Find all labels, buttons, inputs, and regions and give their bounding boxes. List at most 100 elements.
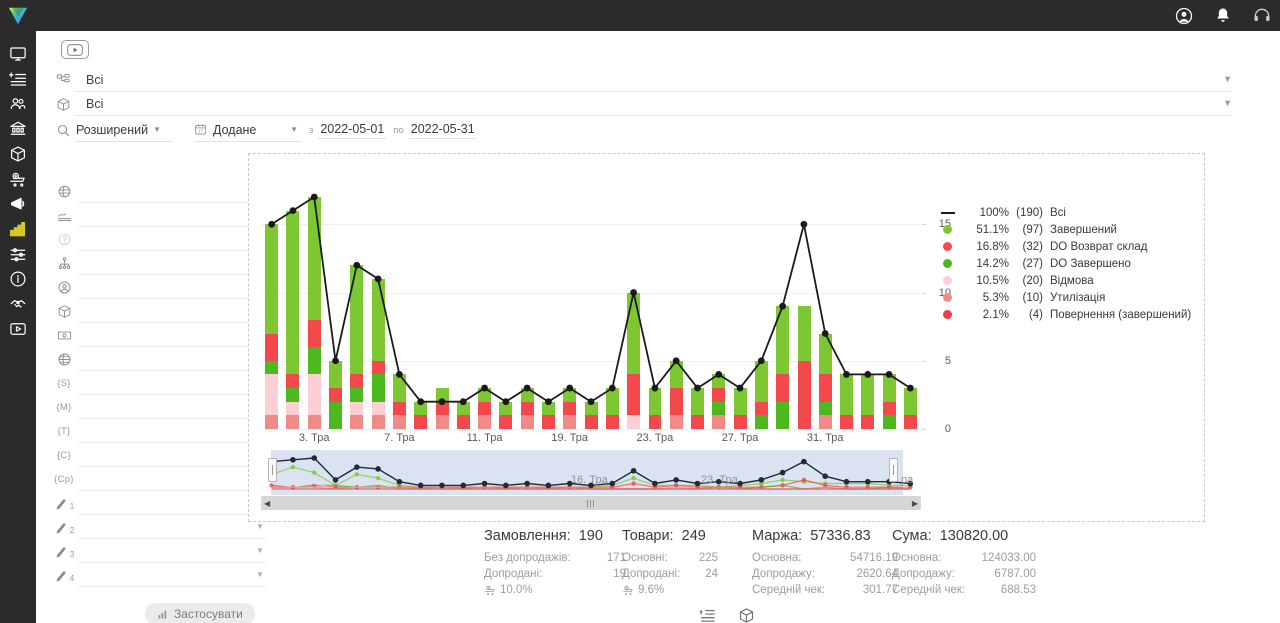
chart-bar[interactable] (520, 388, 534, 429)
chart-bar-slot[interactable] (857, 197, 878, 429)
chart-bar[interactable] (861, 374, 875, 429)
chart-bar-slot[interactable] (304, 197, 325, 429)
sidebar-item-dashboard[interactable] (0, 41, 36, 66)
chart-bar[interactable] (733, 388, 747, 429)
chart-bar-slot[interactable] (623, 197, 644, 429)
chart-bar[interactable] (542, 401, 555, 429)
filter-input[interactable] (78, 180, 266, 203)
filter-input[interactable] (78, 540, 266, 563)
chart-bar[interactable] (414, 401, 428, 429)
chart-bar-slot[interactable] (559, 197, 580, 429)
legend-do-return-warehouse[interactable]: 16.8% (32) DO Возврат склад (941, 238, 1199, 255)
filter-utm-campaign[interactable]: {Cp}▼ (50, 467, 266, 491)
chart-bar[interactable] (669, 360, 683, 429)
chart-bar-slot[interactable] (879, 197, 900, 429)
chart-bar[interactable] (307, 197, 321, 429)
chart-bar-slot[interactable] (538, 197, 559, 429)
filter-input[interactable] (78, 300, 266, 323)
sidebar-item-clients[interactable] (0, 91, 36, 116)
chart-bar[interactable] (904, 388, 918, 429)
chart-bar-slot[interactable] (815, 197, 836, 429)
legend-total[interactable]: 100% (190) Всі (941, 204, 1199, 221)
date-from-input[interactable]: 2022-05-01 (318, 122, 387, 139)
filter-custom-2[interactable]: 2 ▼ (50, 515, 266, 539)
filter-input[interactable] (78, 276, 266, 299)
sidebar-item-sales[interactable] (0, 166, 36, 191)
chevron-down-icon[interactable]: ▼ (1223, 74, 1232, 84)
chevron-down-icon[interactable]: ▼ (1223, 98, 1232, 108)
chart-bar-slot[interactable] (261, 197, 282, 429)
chart-bar-slot[interactable] (666, 197, 687, 429)
chart-bar[interactable] (605, 388, 619, 429)
filter-country[interactable]: ▼ (50, 179, 266, 203)
filter-input[interactable] (78, 204, 266, 227)
chart-bar[interactable] (435, 388, 449, 429)
legend-completed[interactable]: 51.1% (97) Завершений (941, 221, 1199, 238)
chart-bar-slot[interactable] (730, 197, 751, 429)
export-box-button[interactable] (738, 607, 755, 623)
filter-package[interactable]: ▼ (50, 299, 266, 323)
chart-bar[interactable] (329, 360, 343, 429)
chart-bar-slot[interactable] (517, 197, 538, 429)
brand-logo[interactable] (0, 0, 36, 31)
chevron-down-icon[interactable]: ▼ (256, 570, 264, 579)
filter-input[interactable] (78, 492, 266, 515)
scroll-right-arrow-icon[interactable]: ▶ (911, 498, 918, 508)
user-account-icon[interactable] (1174, 6, 1194, 26)
chart-bar[interactable] (712, 374, 726, 429)
product-select[interactable]: Всі ▼ (50, 92, 1232, 116)
sidebar-item-info[interactable] (0, 266, 36, 291)
filter-input[interactable] (78, 252, 266, 275)
chart-bar-slot[interactable] (900, 197, 921, 429)
chart-bar-slot[interactable] (602, 197, 623, 429)
filter-utm-content[interactable]: {C}▼ (50, 443, 266, 467)
filter-input[interactable] (78, 228, 266, 251)
sidebar-item-video[interactable] (0, 316, 36, 341)
chart-bar[interactable] (754, 360, 768, 429)
chart-bar-slot[interactable] (495, 197, 516, 429)
chart-bar[interactable] (882, 374, 896, 429)
filter-input[interactable] (78, 468, 266, 491)
chart-bar-slot[interactable] (410, 197, 431, 429)
filter-payment[interactable]: ▼ (50, 323, 266, 347)
filter-source[interactable]: ▼ (50, 347, 266, 371)
chart-bar[interactable] (563, 388, 577, 429)
notifications-bell-icon[interactable] (1213, 6, 1233, 26)
chart-bar[interactable] (392, 374, 406, 429)
filter-utm-term[interactable]: {T}▼ (50, 419, 266, 443)
chart-bar-slot[interactable] (644, 197, 665, 429)
legend-return-completed[interactable]: 2.1% (4) Повернення (завершений) (941, 306, 1199, 323)
chart-bar[interactable] (776, 306, 790, 429)
chart-bar-slot[interactable] (772, 197, 793, 429)
sidebar-item-products[interactable] (0, 141, 36, 166)
chart-bar-slot[interactable] (431, 197, 452, 429)
filter-custom-1[interactable]: 1▼ (50, 491, 266, 515)
chart-bar[interactable] (265, 224, 279, 429)
filter-input[interactable] (78, 516, 266, 539)
filter-signature[interactable]: ▼ (50, 203, 266, 227)
chart-bar[interactable] (584, 401, 598, 429)
sidebar-item-orders[interactable] (0, 66, 36, 91)
chart-bar[interactable] (648, 388, 662, 429)
filter-manager[interactable]: ▼ (50, 275, 266, 299)
chart-bar[interactable] (627, 292, 641, 429)
filter-help[interactable]: ▼ (50, 227, 266, 251)
search-mode-dropdown[interactable]: Розширений ▼ (76, 119, 172, 142)
chart-bar[interactable] (478, 388, 492, 429)
chart-bar-slot[interactable] (836, 197, 857, 429)
filter-utm-source[interactable]: {S}▼ (50, 371, 266, 395)
chart-bar-slot[interactable] (474, 197, 495, 429)
search-icon[interactable] (50, 123, 76, 138)
chevron-down-icon[interactable]: ▼ (256, 546, 264, 555)
chart-bar[interactable] (499, 401, 513, 429)
filter-custom-4[interactable]: 4 ▼ (50, 563, 266, 587)
navigator-handle-left[interactable] (268, 458, 277, 482)
chart-bar-slot[interactable] (325, 197, 346, 429)
sidebar-item-settings[interactable] (0, 241, 36, 266)
filter-hierarchy[interactable]: ▼ (50, 251, 266, 275)
chart-bar[interactable] (286, 210, 300, 429)
scroll-left-arrow-icon[interactable]: ◀ (264, 498, 271, 508)
chart-bar[interactable] (350, 265, 364, 429)
chart-bar-slot[interactable] (708, 197, 729, 429)
sidebar-item-partners[interactable] (0, 291, 36, 316)
